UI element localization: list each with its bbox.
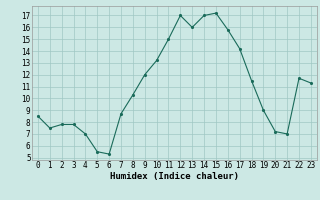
X-axis label: Humidex (Indice chaleur): Humidex (Indice chaleur) — [110, 172, 239, 181]
